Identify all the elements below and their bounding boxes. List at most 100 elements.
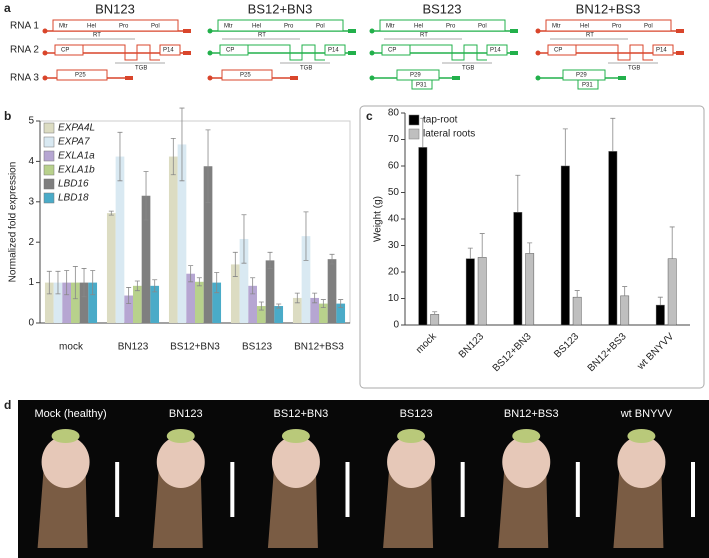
error-bar xyxy=(267,251,273,269)
legend-swatch xyxy=(43,164,55,176)
error-bar xyxy=(320,299,326,309)
error-bar xyxy=(241,214,247,264)
gene-label: P14 xyxy=(163,48,174,54)
bar xyxy=(465,258,475,326)
orf-box xyxy=(324,44,346,56)
x-tick-label: BS123 xyxy=(242,342,272,353)
legend-swatch xyxy=(43,136,55,148)
rna-tail xyxy=(510,51,518,55)
orf-box xyxy=(652,44,674,56)
error-bar xyxy=(338,299,344,309)
beet xyxy=(41,436,90,488)
orf-box xyxy=(411,79,433,90)
gene-label: Pol xyxy=(151,24,160,30)
photo-label: BS12+BN3 xyxy=(274,408,329,420)
y-tick-label: 20 xyxy=(388,267,400,278)
photo-label: BS123 xyxy=(400,408,433,420)
scale-bar xyxy=(691,462,695,517)
rna-label: RNA 3 xyxy=(10,73,39,84)
orf-box xyxy=(52,19,179,32)
x-tick-label: BN12+BS3 xyxy=(294,342,344,353)
photo-label: Mock (healthy) xyxy=(35,408,107,420)
error-bar xyxy=(126,287,132,305)
x-tick-label: BS12+BN3 xyxy=(170,342,220,353)
legend-swatch xyxy=(43,122,55,134)
gene-label: RT xyxy=(258,33,266,39)
error-bar xyxy=(574,290,580,298)
genome-name: BN123 xyxy=(95,1,135,16)
legend-label: EXLA1a xyxy=(58,151,95,162)
legend-label: LBD16 xyxy=(58,179,89,190)
orf-steps xyxy=(248,44,325,61)
gene-label: P14 xyxy=(490,48,501,54)
gene-label: P14 xyxy=(328,48,339,54)
orf-box xyxy=(486,44,508,56)
gene-label: Hel xyxy=(580,24,589,30)
orf-box xyxy=(547,44,577,56)
bar xyxy=(620,295,630,326)
y-tick-label: 70 xyxy=(388,134,400,145)
error-bar xyxy=(179,107,185,182)
gene-label: P29 xyxy=(410,73,421,79)
orf-box xyxy=(56,69,108,81)
bar xyxy=(310,297,319,323)
bar xyxy=(62,282,71,323)
beet xyxy=(271,436,320,488)
gene-label: Hel xyxy=(414,24,423,30)
genome-name: BS123 xyxy=(422,1,461,16)
bar xyxy=(327,259,337,323)
legend-swatch xyxy=(43,178,55,190)
rna-tail xyxy=(348,29,356,33)
gene-label: TGB xyxy=(462,66,474,72)
bar xyxy=(336,303,346,323)
beet xyxy=(502,436,551,488)
bar xyxy=(203,166,213,323)
bar xyxy=(186,273,195,323)
rna-tail xyxy=(183,29,191,33)
gene-label: Hel xyxy=(87,24,96,30)
bar xyxy=(274,306,284,323)
scale-bar xyxy=(460,462,465,517)
error-bar xyxy=(117,131,123,182)
orf-box xyxy=(54,44,84,56)
leaves xyxy=(51,429,80,443)
bar xyxy=(53,282,63,323)
y-tick-label: 1 xyxy=(28,277,34,288)
gene-label: Mtr xyxy=(59,24,68,30)
error-bar xyxy=(46,270,52,295)
gene-label: P25 xyxy=(240,73,251,79)
error-bar xyxy=(250,277,256,295)
bar xyxy=(265,260,275,323)
gene-label: P25 xyxy=(75,73,86,79)
bar xyxy=(177,144,187,323)
bar xyxy=(168,156,178,323)
x-tick-label: BS12+BN3 xyxy=(491,331,534,374)
roots xyxy=(498,470,549,548)
x-tick-label: wt BNYVV xyxy=(635,331,677,373)
gene-label: CP xyxy=(61,48,69,54)
genome-name: BN12+BS3 xyxy=(576,1,641,16)
bar xyxy=(319,303,328,323)
bar xyxy=(292,297,302,323)
error-bar xyxy=(303,211,309,261)
gene-label: CP xyxy=(388,48,396,54)
gene-label: RT xyxy=(93,33,101,39)
orf-box xyxy=(379,19,506,32)
panel-letter: a xyxy=(4,1,11,15)
bar xyxy=(141,195,151,323)
rna-tail xyxy=(348,51,356,55)
roots xyxy=(267,470,318,548)
gene-label: Hel xyxy=(252,24,261,30)
bar xyxy=(195,281,204,323)
y-tick-label: 5 xyxy=(28,116,34,127)
gene-label: RT xyxy=(420,33,428,39)
error-bar xyxy=(152,279,158,293)
bar xyxy=(230,264,240,323)
bar xyxy=(430,314,440,326)
y-tick-label: 80 xyxy=(388,108,400,119)
leaves xyxy=(397,429,426,443)
bar xyxy=(525,253,535,326)
gene-label: Pol xyxy=(644,24,653,30)
bar xyxy=(572,296,582,326)
rna-tail xyxy=(125,76,133,80)
